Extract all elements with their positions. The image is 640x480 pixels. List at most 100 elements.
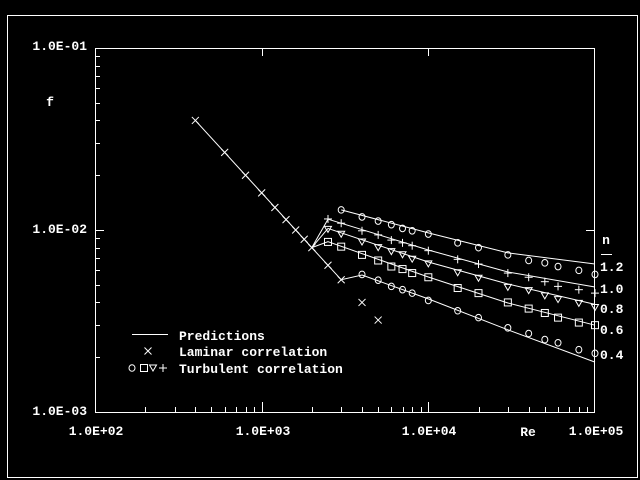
circle-marker <box>387 220 395 229</box>
x-tick-label: 1.0E+05 <box>569 424 624 439</box>
circle-marker <box>541 335 549 344</box>
x-axis-label: Re <box>520 425 536 440</box>
diamond-marker <box>407 255 417 264</box>
cross-marker <box>241 171 250 180</box>
cross-marker <box>220 148 229 157</box>
square-marker <box>358 250 367 259</box>
circle-marker <box>337 206 345 214</box>
plus-marker <box>337 219 346 228</box>
legend-label-laminar: Laminar correlation <box>179 345 327 360</box>
diamond-marker <box>336 230 346 239</box>
curve-label: 0.6 <box>600 323 624 338</box>
curve-label: 0.4 <box>600 348 624 363</box>
plus-marker <box>554 282 563 291</box>
square-marker <box>374 256 383 265</box>
circle-marker <box>408 226 416 235</box>
cross-stroke <box>307 243 316 252</box>
outer-frame <box>7 15 638 478</box>
circle-marker <box>575 345 583 354</box>
plus-marker <box>524 273 533 282</box>
circle-marker <box>374 276 382 284</box>
square-marker <box>554 313 563 322</box>
square-marker <box>524 304 533 313</box>
diamond-marker <box>590 303 600 312</box>
cross-stroke <box>191 116 200 125</box>
prediction-line-n-0_4 <box>311 247 596 363</box>
plus-marker <box>358 226 367 235</box>
plus-marker <box>591 289 599 298</box>
square-marker <box>574 318 583 327</box>
cross-marker <box>324 261 332 270</box>
square-marker <box>140 364 148 372</box>
plus-marker <box>408 241 417 250</box>
cross-marker <box>307 243 316 252</box>
square-marker <box>323 237 332 246</box>
diamond-marker <box>574 299 584 308</box>
diamond-marker <box>553 296 563 304</box>
diamond-marker <box>524 287 534 295</box>
circle-marker <box>399 224 407 233</box>
square-marker <box>337 242 346 251</box>
circle-marker <box>408 289 416 297</box>
cross-stroke <box>324 261 332 270</box>
cross-stroke <box>282 215 290 224</box>
legend-label-turbulent: Turbulent correlation <box>179 362 343 377</box>
circle-marker <box>454 306 462 315</box>
circle-marker <box>454 239 462 247</box>
square-marker <box>398 265 407 274</box>
legend-cross-symbol <box>144 347 152 355</box>
cross-stroke <box>257 188 266 197</box>
curve-label: 0.8 <box>600 302 624 317</box>
axes <box>95 48 595 413</box>
diamond-marker <box>540 292 550 300</box>
circle-marker <box>424 230 432 238</box>
cross-marker <box>337 275 346 284</box>
cross-marker <box>282 215 290 224</box>
plus-marker <box>323 214 332 223</box>
legend-turbulent-symbols <box>128 364 167 372</box>
plus-marker <box>474 260 483 269</box>
square-marker <box>503 298 512 307</box>
diamond-marker <box>373 244 383 252</box>
square-marker <box>453 284 462 293</box>
prediction-line-n-0_6 <box>311 241 596 326</box>
diamond-marker <box>323 225 333 234</box>
plus-marker <box>374 230 383 239</box>
cross-stroke <box>271 203 279 212</box>
y-tick-label: 1.0E-02 <box>32 222 87 237</box>
legend: Predictions Laminar correlation Turbulen… <box>128 329 343 377</box>
circle-marker <box>399 285 407 294</box>
cross-stroke <box>358 298 366 307</box>
square-marker <box>387 262 396 271</box>
diamond-marker <box>503 283 513 292</box>
circle-marker <box>525 256 533 265</box>
square-marker <box>408 269 417 278</box>
y-tick-label: 1.0E-01 <box>32 39 87 54</box>
cross-marker <box>191 116 200 125</box>
cross-stroke <box>220 148 229 157</box>
cross-stroke <box>300 235 309 244</box>
plus-marker <box>574 285 583 294</box>
plus-marker <box>453 255 462 264</box>
curve-label-title: n <box>602 233 610 248</box>
prediction-line-n-1_2 <box>341 209 596 265</box>
circle-marker <box>575 266 583 275</box>
square-marker <box>540 308 549 317</box>
circle-marker <box>475 313 483 322</box>
y-tick-label: 1.0E-03 <box>32 404 87 419</box>
diamond-marker <box>357 238 367 246</box>
circle-marker <box>525 329 533 338</box>
circle-marker <box>424 296 432 305</box>
prediction-line-n-0_8 <box>311 227 596 305</box>
diamond-marker <box>453 269 463 277</box>
ticks <box>95 48 595 412</box>
curve-label: 1.0 <box>600 282 624 297</box>
predictions <box>194 120 596 363</box>
circle-marker <box>475 243 483 252</box>
curve-label: 1.2 <box>600 260 624 275</box>
x-tick-label: 1.0E+04 <box>402 424 457 439</box>
circle-marker <box>591 349 599 358</box>
cross-marker <box>257 188 266 197</box>
plus-marker <box>398 238 407 247</box>
